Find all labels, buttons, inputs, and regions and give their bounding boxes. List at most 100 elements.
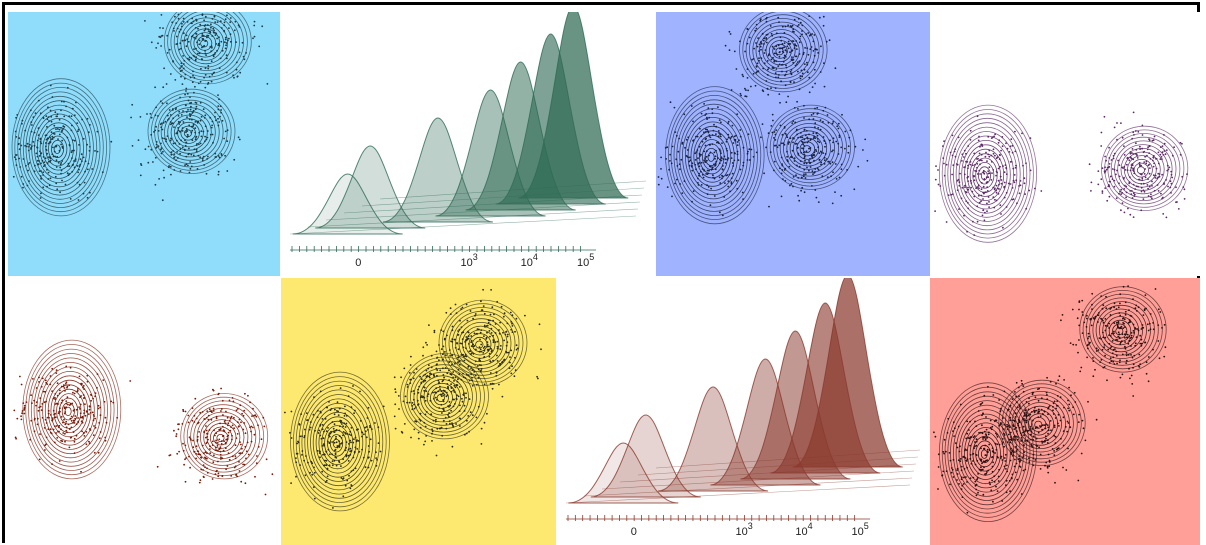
scatter-point <box>433 331 436 334</box>
scatter-point <box>55 128 57 130</box>
contour-line <box>455 318 508 369</box>
scatter-point <box>817 140 819 143</box>
scatter-point <box>1101 192 1104 194</box>
scatter-point <box>328 453 331 456</box>
scatter-point <box>443 337 446 340</box>
scatter-point <box>934 178 937 181</box>
scatter-point <box>1145 372 1148 375</box>
contour-line <box>58 397 79 425</box>
scatter-point <box>206 410 209 412</box>
scatter-point <box>225 54 228 57</box>
scatter-point <box>192 125 194 128</box>
scatter-point <box>995 184 998 187</box>
scatter-point <box>1132 216 1135 219</box>
scatter-point <box>1126 163 1128 166</box>
scatter-point <box>1131 148 1134 150</box>
scatter-point <box>491 387 494 390</box>
scatter-point <box>46 383 49 385</box>
scatter-point <box>1114 348 1116 350</box>
scatter-point <box>340 442 343 444</box>
scatter-point <box>441 412 443 414</box>
scatter-point <box>353 412 355 415</box>
scatter-point <box>496 360 499 362</box>
scatter-point <box>982 493 985 496</box>
scatter-point <box>187 164 189 167</box>
scatter-point <box>1104 354 1106 357</box>
scatter-point <box>697 157 699 160</box>
contour-line <box>958 413 1014 493</box>
scatter-point <box>986 160 988 163</box>
scatter-point <box>1123 176 1125 179</box>
scatter-point <box>1067 422 1070 424</box>
scatter-point <box>255 415 258 418</box>
scatter-point <box>435 454 438 457</box>
scatter-point <box>216 445 219 447</box>
contour-line <box>707 152 715 162</box>
scatter-point <box>342 477 345 480</box>
contour-line <box>315 411 360 474</box>
scatter-point <box>706 169 709 172</box>
scatter-point <box>40 192 42 195</box>
scatter-point <box>943 438 946 441</box>
scatter-point <box>1104 318 1107 320</box>
scatter-point <box>183 463 186 466</box>
contour-line <box>768 40 792 63</box>
scatter-point <box>160 35 163 37</box>
scatter-point <box>254 475 256 478</box>
scatter-point <box>417 437 420 440</box>
scatter-point <box>42 186 45 189</box>
contour-line <box>36 117 81 179</box>
scatter-point <box>335 441 338 444</box>
scatter-point <box>832 149 834 152</box>
scatter-point <box>818 152 821 155</box>
scatter-point <box>459 425 461 427</box>
scatter-point <box>691 169 694 172</box>
scatter-point <box>503 312 506 315</box>
scatter-point <box>990 489 993 492</box>
scatter-point <box>1125 362 1128 364</box>
scatter-point <box>809 166 812 168</box>
scatter-point <box>778 93 781 95</box>
scatter-point <box>491 349 493 352</box>
contour-line <box>44 375 95 446</box>
scatter-point <box>812 112 815 115</box>
scatter-point <box>54 111 57 114</box>
scatter-point <box>50 115 53 118</box>
scatter-point <box>393 376 396 379</box>
scatter-point <box>204 436 207 439</box>
contour-plot-red <box>13 339 274 496</box>
scatter-point <box>457 361 459 364</box>
contour-line <box>966 427 1005 480</box>
scatter-point <box>59 191 61 194</box>
scatter-point <box>137 139 140 141</box>
scatter-point <box>194 127 197 130</box>
contour-line <box>998 379 1086 466</box>
scatter-point <box>1117 159 1119 162</box>
scatter-point <box>798 199 801 202</box>
scatter-point <box>1134 307 1137 310</box>
contour-line <box>961 418 1011 489</box>
scatter-point <box>318 429 321 432</box>
scatter-point <box>226 170 229 172</box>
scatter-point <box>174 15 176 18</box>
scatter-point <box>1082 427 1085 430</box>
scatter-point <box>305 412 308 414</box>
scatter-point <box>1122 167 1124 170</box>
scatter-point <box>1013 174 1016 176</box>
scatter-point <box>1134 342 1137 345</box>
scatter-point <box>989 483 991 486</box>
contour-line <box>42 370 98 450</box>
scatter-point <box>1028 402 1030 405</box>
contour-line <box>56 393 82 429</box>
contour-line <box>430 386 453 409</box>
scatter-point <box>491 306 494 309</box>
contour-line <box>30 353 112 467</box>
scatter-point <box>951 134 954 137</box>
scatter-point <box>1144 294 1147 296</box>
scatter-point <box>1151 180 1153 183</box>
scatter-point <box>93 425 95 427</box>
scatter-point <box>93 451 96 454</box>
scatter-point <box>537 377 539 380</box>
scatter-point <box>1095 418 1098 421</box>
scatter-point <box>767 68 769 71</box>
